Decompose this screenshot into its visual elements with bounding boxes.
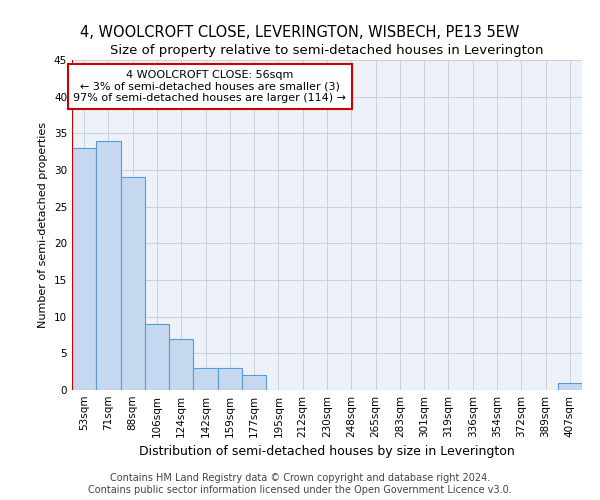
- Bar: [193, 368, 218, 390]
- Bar: [121, 178, 145, 390]
- Y-axis label: Number of semi-detached properties: Number of semi-detached properties: [38, 122, 49, 328]
- Bar: [218, 368, 242, 390]
- Bar: [96, 140, 121, 390]
- Title: Size of property relative to semi-detached houses in Leverington: Size of property relative to semi-detach…: [110, 44, 544, 58]
- Text: Contains HM Land Registry data © Crown copyright and database right 2024.
Contai: Contains HM Land Registry data © Crown c…: [88, 474, 512, 495]
- Bar: [145, 324, 169, 390]
- Bar: [169, 338, 193, 390]
- Bar: [558, 382, 582, 390]
- Text: 4 WOOLCROFT CLOSE: 56sqm
← 3% of semi-detached houses are smaller (3)
97% of sem: 4 WOOLCROFT CLOSE: 56sqm ← 3% of semi-de…: [73, 70, 346, 103]
- Bar: [72, 148, 96, 390]
- X-axis label: Distribution of semi-detached houses by size in Leverington: Distribution of semi-detached houses by …: [139, 446, 515, 458]
- Text: 4, WOOLCROFT CLOSE, LEVERINGTON, WISBECH, PE13 5EW: 4, WOOLCROFT CLOSE, LEVERINGTON, WISBECH…: [80, 25, 520, 40]
- Bar: [242, 376, 266, 390]
